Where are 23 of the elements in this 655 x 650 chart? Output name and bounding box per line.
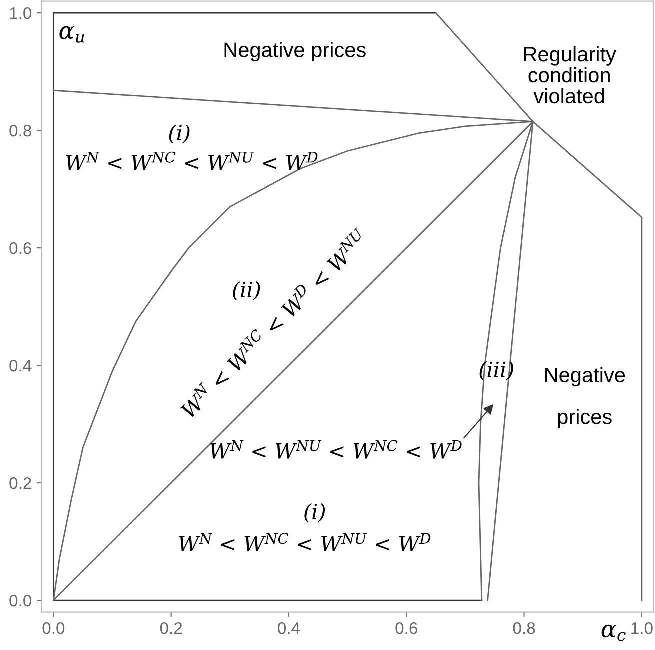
y-tick-label: 0.2 — [10, 477, 32, 490]
y-tick-label: 1.0 — [10, 7, 32, 20]
x-tick-label: 1.0 — [632, 622, 653, 634]
annotation: (i) — [304, 504, 326, 523]
x-axis-title: α$_{c}$ — [602, 624, 626, 642]
x-tick-label: 0.6 — [396, 622, 418, 634]
y-tick-label: 0.0 — [10, 594, 32, 607]
y-tick-label: 0.8 — [10, 124, 32, 137]
annotation: (ii) — [233, 281, 260, 301]
y-tick-label: 0.4 — [10, 360, 32, 372]
annotation: Regularity condition violated — [524, 46, 616, 104]
annotation: W$^{N}$ < W$^{NC}$ < W$^{NU}$ < W$^{D}$ — [179, 533, 431, 552]
x-tick-label: 0.4 — [278, 622, 300, 634]
annotation: (i) — [169, 124, 190, 144]
y-tick-label: 0.6 — [10, 242, 32, 254]
annotation: Negative prices — [545, 367, 626, 429]
annotation: W$^{N}$ < W$^{NC}$ < W$^{NU}$ < W$^{D}$ — [66, 152, 318, 170]
annotation: W$^{N}$ < W$^{NU}$ < W$^{NC}$ < W$^{D}$ — [210, 440, 462, 459]
x-tick-label: 0.0 — [42, 622, 65, 634]
annotation: Negative prices — [224, 42, 366, 62]
y-axis-title: α$_{u}$ — [60, 26, 84, 43]
x-tick-label: 0.2 — [160, 622, 182, 634]
x-tick-label: 0.8 — [513, 622, 536, 634]
